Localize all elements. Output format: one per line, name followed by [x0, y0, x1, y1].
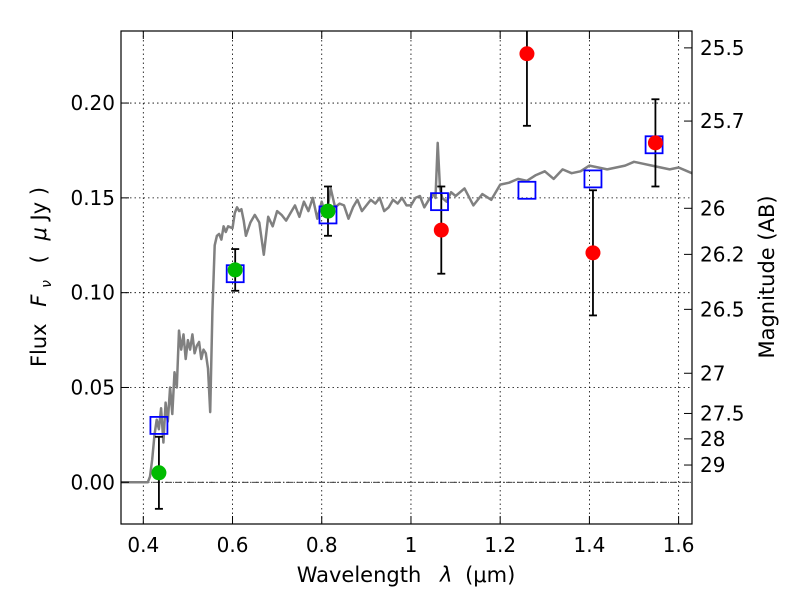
y-axis-unit-mu: μ	[27, 227, 51, 241]
y2-tick-label: 28	[700, 427, 725, 451]
model-photometry-square	[149, 415, 169, 435]
y-tick-label: 0.10	[70, 281, 115, 305]
y-tick-label: 0.15	[70, 186, 115, 210]
y-axis-unit-open: (	[27, 255, 51, 263]
y-axis-label-prefix: Flux	[27, 323, 51, 367]
y2-tick-label: 26.2	[700, 242, 745, 266]
grid	[121, 31, 692, 524]
y2-axis-label: Magnitude (AB)	[755, 195, 779, 358]
x-axis-label-prefix: Wavelength	[297, 563, 422, 587]
x-axis-label: Wavelength λ (μm)	[297, 563, 516, 587]
y-axis-label: Flux F ν ( μ Jy )	[27, 187, 56, 367]
plot-background	[121, 31, 692, 524]
green-data-point	[320, 203, 336, 219]
y2-tick-label: 26	[700, 196, 725, 220]
green-data-point	[151, 465, 167, 481]
x-tick-label: 0.8	[306, 533, 338, 557]
y2-tick-label: 29	[700, 453, 725, 477]
x-tick-label: 0.4	[127, 533, 159, 557]
model-photometry-square	[517, 180, 537, 200]
marks-layer	[149, 31, 664, 510]
y-tick-label: 0.00	[70, 470, 115, 494]
y-axis-unit-rest: Jy )	[27, 187, 51, 223]
model-spectrum-line	[121, 141, 692, 484]
y2-tick-label: 27	[700, 361, 725, 385]
y-tick-label: 0.20	[70, 91, 115, 115]
red-data-point	[647, 135, 663, 151]
x-tick-label: 1.6	[663, 533, 695, 557]
y-tick-label: 0.05	[70, 375, 115, 399]
red-data-point	[519, 46, 535, 62]
model-photometry-square	[583, 169, 603, 189]
y2-tick-label: 25.5	[700, 36, 745, 60]
ticks: 0.4 0.6 0.8 1 1.2 1.4 1.6 0.00 0.05 0.10 0.15 0.20 2…	[70, 31, 745, 557]
y-axis-flux-symbol: F	[27, 294, 51, 307]
x-tick-label: 1.2	[484, 533, 516, 557]
y2-tick-label: 25.7	[700, 109, 745, 133]
red-data-point	[585, 245, 601, 261]
data-layer	[121, 141, 692, 484]
x-tick-label: 0.6	[217, 533, 249, 557]
y2-tick-label: 27.5	[700, 401, 745, 425]
model-photometry-square	[430, 192, 449, 212]
red-data-point	[433, 222, 449, 238]
green-data-point	[227, 262, 243, 278]
x-tick-label: 1.4	[573, 533, 605, 557]
x-axis-lambda: λ	[439, 563, 452, 587]
x-axis-unit: (μm)	[465, 563, 515, 587]
y2-tick-label: 26.5	[700, 297, 745, 321]
x-tick-label: 1	[405, 533, 418, 557]
y-axis-flux-subscript: ν	[39, 280, 55, 288]
plot-frame	[120, 30, 693, 525]
